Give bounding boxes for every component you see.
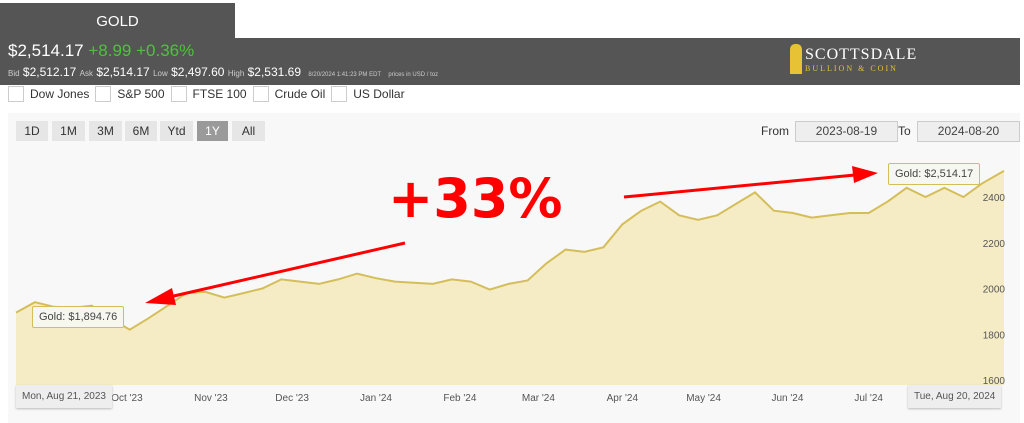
logo-line2: BULLION & COIN — [805, 63, 898, 73]
checkbox-label: FTSE 100 — [192, 87, 247, 101]
current-price: $2,514.17 — [8, 41, 84, 60]
checkbox[interactable] — [8, 86, 24, 102]
y-tick-label: 1800 — [983, 330, 1006, 341]
x-tick-label: Feb '24 — [443, 393, 476, 404]
x-tick-label: Mar '24 — [522, 393, 555, 404]
x-tick-label: Jun '24 — [771, 393, 803, 404]
range-ytd[interactable]: Ytd — [160, 121, 193, 141]
from-label: From — [761, 124, 789, 138]
price-change-pct: +0.36% — [136, 41, 195, 60]
arrow-head-end — [852, 166, 878, 183]
logo-line1: SCOTTSDALE — [805, 45, 918, 63]
range-all[interactable]: All — [232, 121, 265, 141]
start-price-tooltip: Gold: $1,894.76 — [32, 306, 125, 328]
range-1d[interactable]: 1D — [16, 121, 48, 141]
end-date-tooltip: Tue, Aug 20, 2024 — [908, 385, 1002, 408]
x-tick-label: Oct '23 — [111, 393, 143, 404]
y-tick-label: 2400 — [983, 193, 1006, 204]
ask-label: Ask — [79, 69, 93, 78]
to-date-input[interactable]: 2024-08-20 — [917, 121, 1020, 142]
x-tick-label: Nov '23 — [194, 393, 228, 404]
arrow-to-end — [623, 173, 856, 199]
price-line: $2,514.17 +8.99 +0.36% — [8, 41, 194, 61]
end-price-tooltip: Gold: $2,514.17 — [888, 163, 981, 185]
cactus-icon — [790, 44, 802, 74]
x-tick-label: Jan '24 — [360, 393, 392, 404]
percent-gain-annotation: +33% — [388, 167, 563, 230]
compare-us-dollar[interactable]: US Dollar — [331, 86, 405, 102]
y-tick-label: 2200 — [983, 239, 1006, 250]
start-date-tooltip: Mon, Aug 21, 2023 — [16, 385, 112, 408]
checkbox[interactable] — [252, 86, 269, 102]
scottsdale-logo: SCOTTSDALE BULLION & COIN — [790, 44, 917, 74]
checkbox-label: US Dollar — [353, 87, 405, 101]
checkbox[interactable] — [170, 86, 187, 102]
checkbox[interactable] — [95, 86, 112, 102]
checkbox-label: S&P 500 — [117, 87, 165, 101]
low-label: Low — [153, 69, 168, 78]
y-tick-label: 2000 — [983, 285, 1006, 296]
area-fill — [16, 170, 1004, 385]
high-label: High — [227, 69, 245, 78]
x-tick-label: Jul '24 — [854, 393, 883, 404]
arrow-to-start — [164, 241, 406, 300]
high-value: $2,531.69 — [247, 65, 302, 79]
ask-value: $2,514.17 — [96, 65, 150, 79]
compare-sp500[interactable]: S&P 500 — [95, 86, 165, 102]
x-tick-label: Dec '23 — [275, 393, 309, 404]
range-6m[interactable]: 6M — [125, 121, 157, 141]
range-1m[interactable]: 1M — [52, 121, 85, 141]
from-date-input[interactable]: 2023-08-19 — [795, 121, 898, 142]
x-tick-label: Apr '24 — [607, 393, 639, 404]
compare-ftse100[interactable]: FTSE 100 — [170, 86, 247, 102]
checkbox-label: Dow Jones — [30, 87, 90, 101]
arrow-head-start — [145, 288, 176, 305]
timestamp: 8/20/2024 1:41:23 PM EDT — [308, 72, 382, 78]
bid-value: $2,512.17 — [22, 65, 77, 79]
bid-label: Bid — [8, 69, 20, 78]
to-label: To — [898, 124, 911, 138]
quote-bar: $2,514.17 +8.99 +0.36% Bid $2,512.17 Ask… — [0, 38, 1020, 85]
checkbox[interactable] — [331, 86, 348, 102]
units: prices in USD / toz — [388, 72, 439, 78]
range-3m[interactable]: 3M — [89, 121, 122, 141]
low-value: $2,497.60 — [171, 65, 225, 79]
compare-checkboxes: Dow Jones S&P 500 FTSE 100 Crude Oil US … — [8, 86, 405, 102]
price-change: +8.99 — [88, 41, 132, 60]
x-tick-label: May '24 — [686, 393, 721, 404]
compare-crude-oil[interactable]: Crude Oil — [252, 86, 326, 102]
quote-details: Bid $2,512.17 Ask $2,514.17 Low $2,497.6… — [8, 65, 438, 79]
checkbox-label: Crude Oil — [274, 87, 326, 101]
gold-tab[interactable]: GOLD — [0, 3, 235, 39]
compare-dow-jones[interactable]: Dow Jones — [8, 86, 89, 102]
y-tick-label: 1600 — [983, 376, 1006, 387]
range-1y[interactable]: 1Y — [197, 121, 228, 141]
